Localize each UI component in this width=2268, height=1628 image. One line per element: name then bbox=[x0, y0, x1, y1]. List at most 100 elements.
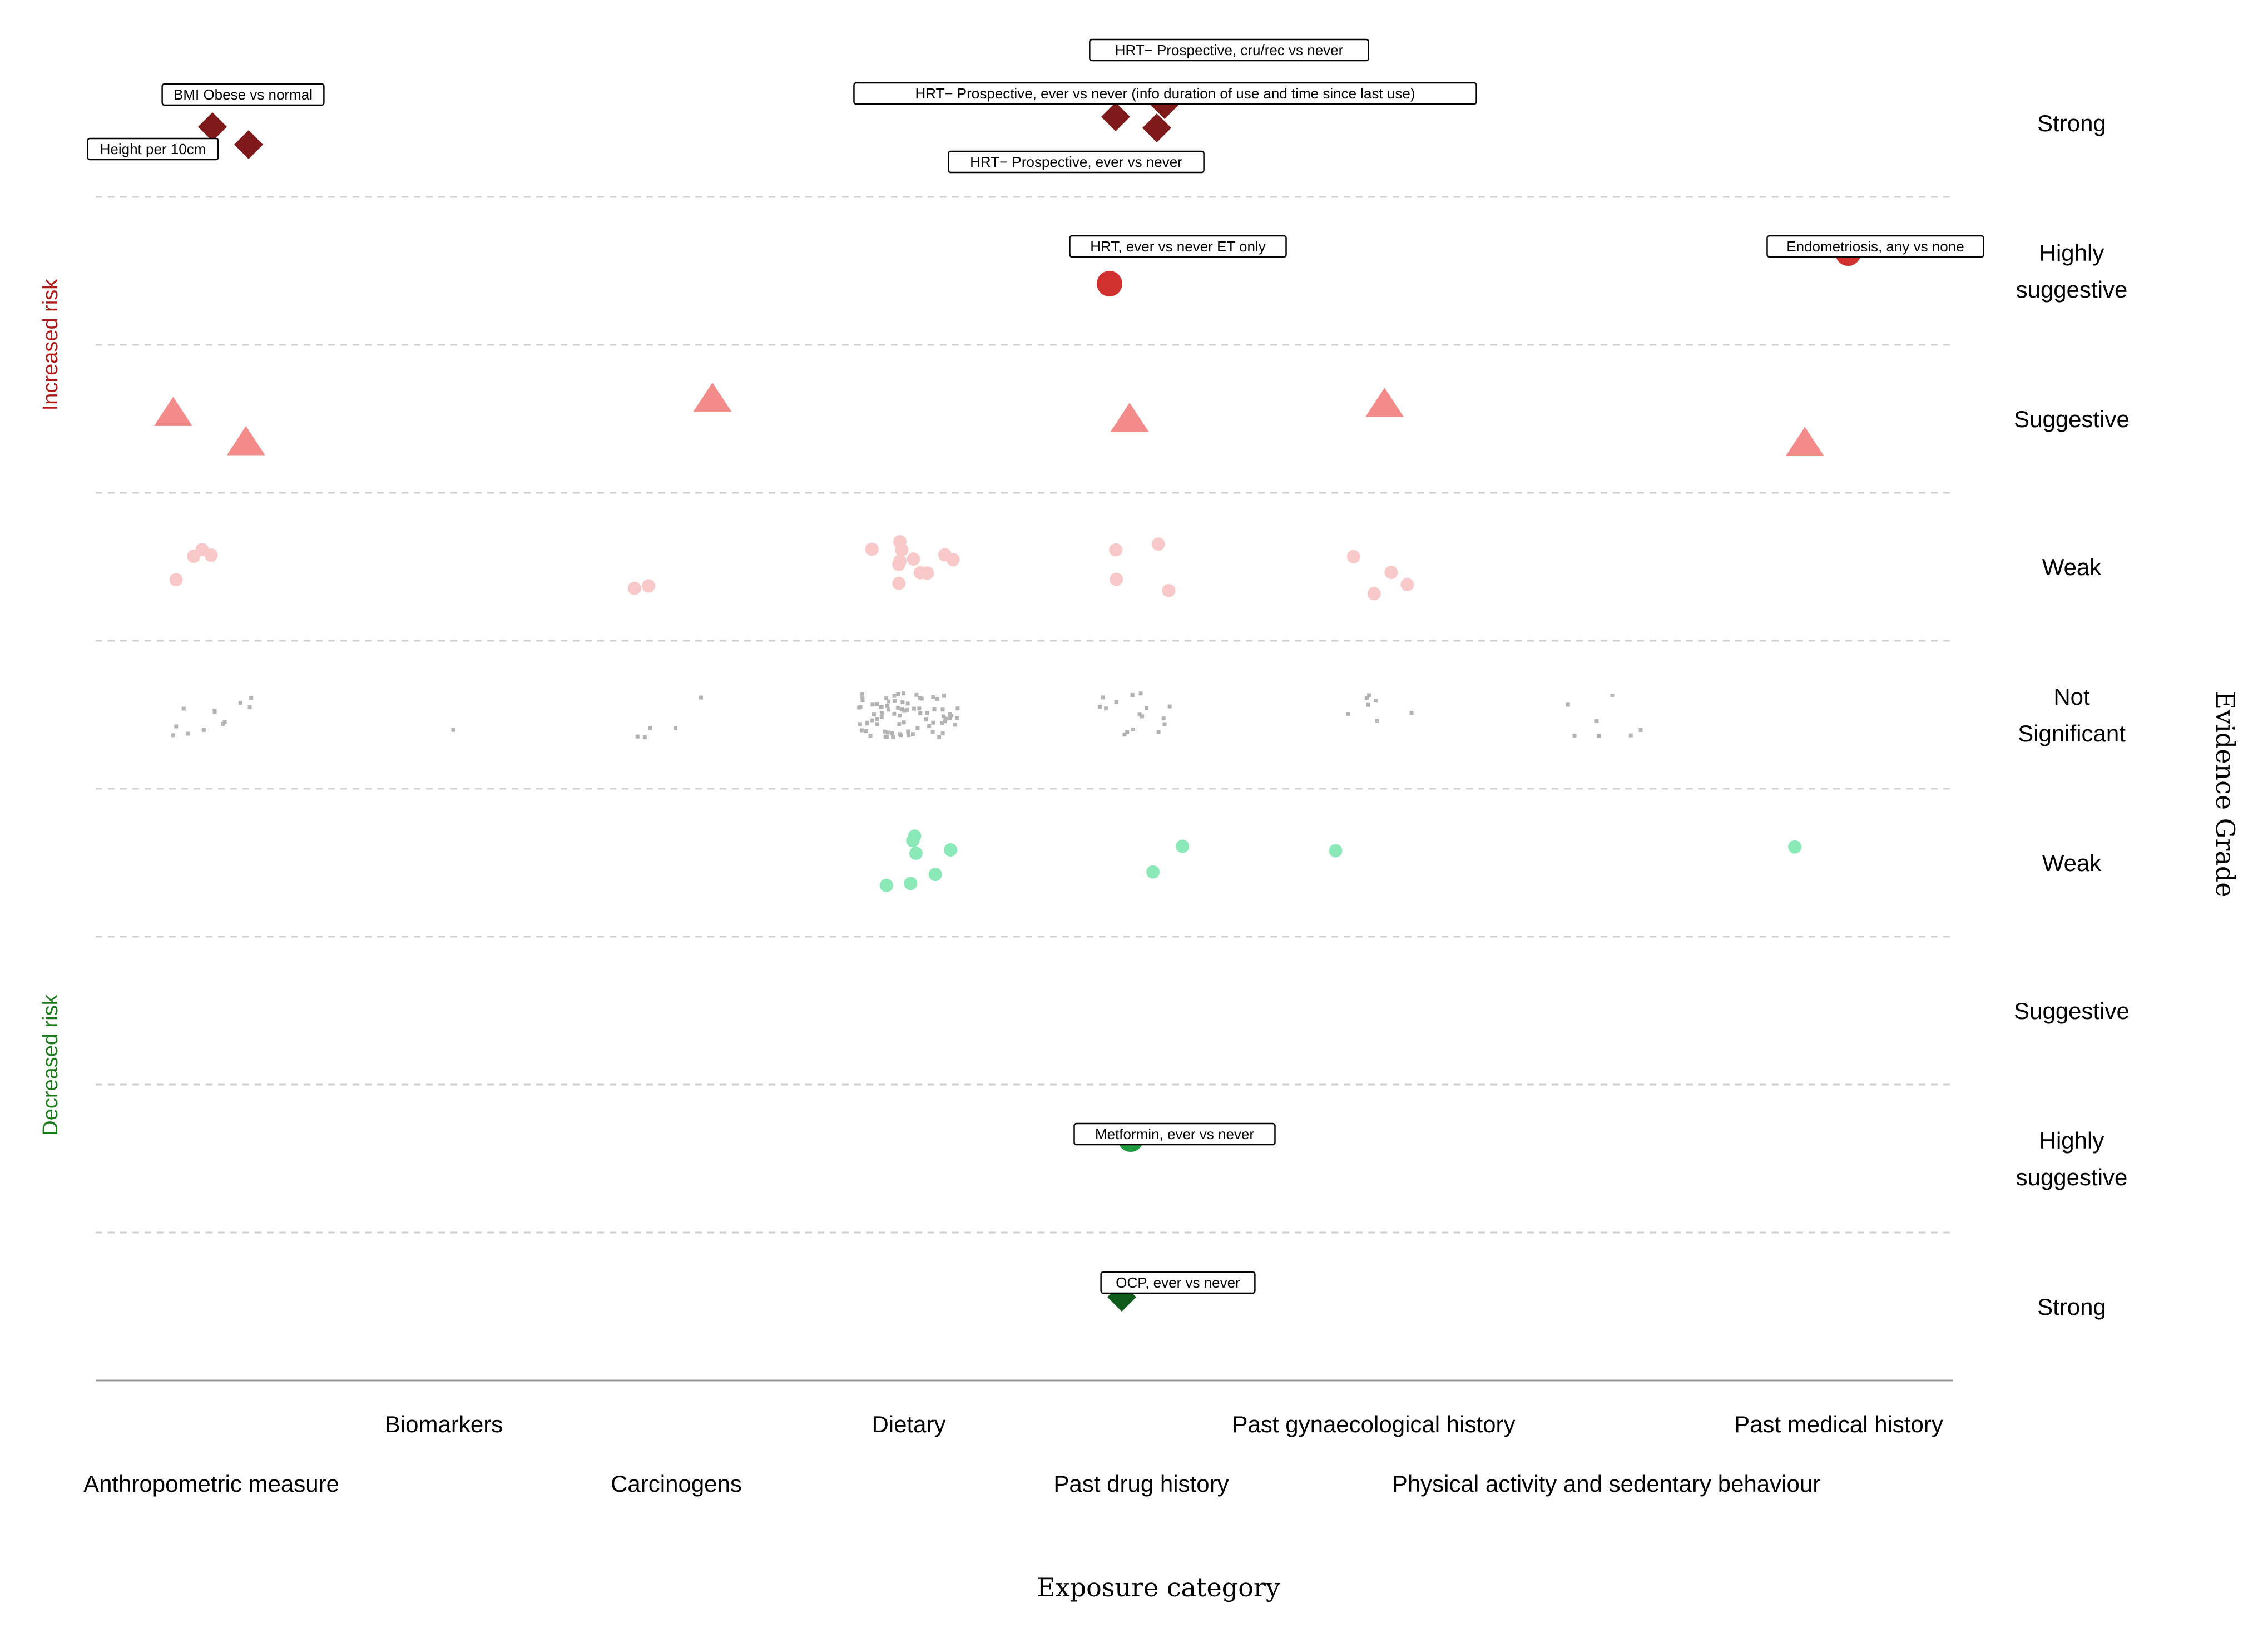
data-points bbox=[153, 90, 1861, 1312]
not-significant-point bbox=[1373, 699, 1378, 703]
not-significant-point bbox=[899, 733, 903, 738]
not-significant-point bbox=[941, 714, 945, 719]
annotated-point bbox=[1101, 102, 1130, 131]
not-significant-point bbox=[859, 728, 864, 733]
not-significant-point bbox=[906, 729, 910, 734]
not-significant-point bbox=[238, 701, 242, 705]
not-significant-point bbox=[900, 707, 904, 712]
grid-lines bbox=[96, 196, 1953, 1234]
weak-increased-point bbox=[1367, 587, 1381, 601]
not-significant-point bbox=[222, 720, 227, 724]
not-significant-point bbox=[887, 699, 891, 704]
not-significant-point bbox=[1098, 705, 1102, 709]
not-significant-point bbox=[912, 706, 916, 711]
not-significant-point bbox=[1375, 718, 1379, 723]
not-significant-point bbox=[882, 729, 887, 734]
annotation-label: HRT− Prospective, cru/rec vs never bbox=[1115, 42, 1344, 58]
annotation-label: Metformin, ever vs never bbox=[1095, 1126, 1254, 1142]
not-significant-point bbox=[885, 704, 890, 708]
not-significant-point bbox=[925, 711, 929, 715]
not-significant-point bbox=[875, 702, 879, 706]
weak-decreased-point bbox=[909, 847, 923, 860]
annotation-label: Endometriosis, any vs none bbox=[1786, 238, 1964, 255]
annotation-box bbox=[1069, 235, 1287, 258]
not-significant-point bbox=[897, 722, 902, 726]
weak-decreased-point bbox=[1146, 865, 1160, 879]
weak-increased-point bbox=[1346, 550, 1360, 563]
weak-decreased-point bbox=[944, 843, 958, 857]
not-significant-point bbox=[1566, 702, 1570, 707]
not-significant-point bbox=[898, 714, 902, 718]
annotations: BMI Obese vs normal Height per 10cm HRT− P… bbox=[87, 38, 1984, 1294]
not-significant-point bbox=[674, 726, 678, 730]
not-significant-point bbox=[174, 724, 179, 729]
not-significant-point bbox=[907, 733, 911, 738]
annotation-box bbox=[161, 83, 325, 106]
not-significant-point bbox=[932, 707, 937, 711]
not-significant-point bbox=[914, 692, 919, 697]
not-significant-point bbox=[891, 735, 895, 739]
increased-risk-label: Increased risk bbox=[39, 279, 62, 411]
annotation-box bbox=[853, 82, 1477, 105]
weak-increased-point bbox=[907, 552, 920, 566]
weak-increased-point bbox=[187, 550, 201, 563]
not-significant-point bbox=[1610, 693, 1615, 697]
not-significant-point bbox=[910, 732, 915, 736]
weak-increased-point bbox=[865, 542, 879, 556]
not-significant-point bbox=[1366, 702, 1370, 707]
annotated-point bbox=[1097, 271, 1122, 296]
grade-label: Highly bbox=[2039, 1127, 2104, 1154]
not-significant-point bbox=[940, 707, 945, 712]
annotation-label: Height per 10cm bbox=[100, 141, 206, 157]
annotation-label: HRT, ever vs never ET only bbox=[1090, 238, 1266, 255]
not-significant-point bbox=[865, 720, 869, 725]
not-significant-point bbox=[915, 726, 920, 730]
not-significant-point bbox=[1364, 696, 1369, 700]
not-significant-point bbox=[944, 716, 948, 721]
annotation-box bbox=[1073, 1122, 1276, 1146]
not-significant-point bbox=[868, 734, 873, 738]
not-significant-point bbox=[860, 692, 864, 696]
not-significant-point bbox=[1594, 719, 1599, 723]
not-significant-point bbox=[699, 695, 703, 700]
weak-decreased-point bbox=[904, 877, 918, 890]
category-label: Past drug history bbox=[1053, 1471, 1229, 1497]
not-significant-point bbox=[647, 726, 652, 730]
not-significant-point bbox=[171, 733, 175, 738]
not-significant-point bbox=[890, 731, 894, 735]
not-significant-point bbox=[1572, 734, 1577, 738]
y-axis-title: Evidence Grade bbox=[2210, 691, 2240, 897]
annotation-box bbox=[87, 137, 219, 161]
suggestive-increased-point bbox=[1785, 427, 1824, 457]
not-significant-point bbox=[635, 734, 640, 739]
suggestive-increased-point bbox=[693, 382, 732, 412]
not-significant-point bbox=[885, 730, 890, 735]
not-significant-point bbox=[935, 697, 939, 701]
not-significant-point bbox=[249, 696, 254, 700]
annotation-label: OCP, ever vs never bbox=[1116, 1274, 1240, 1291]
not-significant-point bbox=[864, 729, 868, 733]
weak-increased-point bbox=[892, 576, 906, 590]
not-significant-point bbox=[870, 718, 875, 723]
not-significant-point bbox=[937, 735, 942, 739]
weak-increased-point bbox=[1400, 578, 1414, 592]
weak-increased-point bbox=[1110, 572, 1123, 586]
not-significant-point bbox=[892, 711, 897, 716]
weak-decreased-point bbox=[906, 834, 920, 848]
grade-label: Strong bbox=[2037, 1294, 2106, 1320]
not-significant-point bbox=[953, 723, 957, 727]
category-label: Past medical history bbox=[1734, 1411, 1943, 1437]
not-significant-point bbox=[918, 711, 923, 715]
not-significant-point bbox=[901, 691, 905, 696]
not-significant-point bbox=[642, 735, 647, 739]
category-label: Anthropometric measure bbox=[83, 1471, 339, 1497]
not-significant-point bbox=[1101, 695, 1105, 700]
not-significant-point bbox=[896, 706, 900, 710]
not-significant-point bbox=[880, 711, 884, 715]
not-significant-point bbox=[884, 696, 888, 700]
weak-increased-point bbox=[893, 535, 907, 549]
decreased-risk-label: Decreased risk bbox=[39, 994, 62, 1135]
not-significant-point bbox=[948, 712, 952, 716]
not-significant-point bbox=[201, 728, 206, 732]
